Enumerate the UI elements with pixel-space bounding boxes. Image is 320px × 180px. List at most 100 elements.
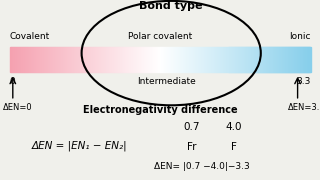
Bar xyxy=(100,47,101,72)
Bar xyxy=(55,47,56,72)
Bar xyxy=(209,47,211,72)
Bar xyxy=(87,47,88,72)
Bar xyxy=(187,47,188,72)
Bar xyxy=(109,47,110,72)
Bar xyxy=(264,47,266,72)
Bar xyxy=(108,47,109,72)
Bar xyxy=(92,47,93,72)
Bar xyxy=(225,47,227,72)
Bar xyxy=(91,47,92,72)
Bar xyxy=(137,47,138,72)
Bar xyxy=(280,47,282,72)
Bar xyxy=(46,47,47,72)
Bar xyxy=(29,47,30,72)
Bar xyxy=(285,47,287,72)
Bar xyxy=(56,47,57,72)
Bar xyxy=(138,47,139,72)
Text: 4.0: 4.0 xyxy=(225,122,242,132)
Bar xyxy=(272,47,274,72)
Bar xyxy=(110,47,111,72)
Bar xyxy=(281,47,283,72)
Bar xyxy=(199,47,200,72)
Bar xyxy=(155,47,156,72)
Bar xyxy=(181,47,182,72)
Bar xyxy=(82,47,83,72)
Bar xyxy=(291,47,293,72)
Bar xyxy=(127,47,128,72)
Bar xyxy=(153,47,154,72)
Bar xyxy=(42,47,43,72)
Bar xyxy=(84,47,85,72)
Bar xyxy=(159,47,160,72)
Bar xyxy=(308,47,309,72)
Bar xyxy=(20,47,22,72)
Bar xyxy=(34,47,35,72)
Bar xyxy=(167,47,168,72)
Bar xyxy=(232,47,234,72)
Bar xyxy=(278,47,280,72)
Bar xyxy=(241,47,243,72)
Bar xyxy=(214,47,215,72)
Bar xyxy=(263,47,265,72)
Bar xyxy=(133,47,134,72)
Bar xyxy=(72,47,73,72)
Bar xyxy=(255,47,257,72)
Bar xyxy=(24,47,25,72)
Bar xyxy=(147,47,148,72)
Bar xyxy=(73,47,74,72)
Bar xyxy=(184,47,185,72)
Bar xyxy=(113,47,114,72)
Bar xyxy=(248,47,250,72)
Bar xyxy=(252,47,253,72)
Text: 3.3: 3.3 xyxy=(296,77,310,86)
Bar xyxy=(134,47,135,72)
Bar xyxy=(128,47,129,72)
Bar xyxy=(188,47,189,72)
Bar xyxy=(176,47,177,72)
Bar xyxy=(185,47,186,72)
Bar xyxy=(306,47,308,72)
Text: ΔEN= |0.7 −4.0|−3.3: ΔEN= |0.7 −4.0|−3.3 xyxy=(154,162,249,171)
Bar xyxy=(101,47,102,72)
Bar xyxy=(265,47,267,72)
Bar xyxy=(286,47,288,72)
Bar xyxy=(308,47,310,72)
Bar xyxy=(246,47,248,72)
Bar xyxy=(26,47,27,72)
Bar xyxy=(297,47,299,72)
Bar xyxy=(66,47,67,72)
Bar xyxy=(131,47,132,72)
Bar xyxy=(304,47,306,72)
Bar xyxy=(58,47,59,72)
Bar xyxy=(95,47,96,72)
Bar xyxy=(298,47,300,72)
Bar xyxy=(245,47,246,72)
Bar xyxy=(287,47,289,72)
Bar xyxy=(39,47,40,72)
Bar xyxy=(44,47,45,72)
Bar xyxy=(129,47,130,72)
Bar xyxy=(202,47,204,72)
Bar xyxy=(145,47,146,72)
Bar xyxy=(151,47,152,72)
Bar xyxy=(77,47,78,72)
Bar xyxy=(256,47,258,72)
Bar xyxy=(221,47,222,72)
Bar xyxy=(27,47,28,72)
Text: ΔEN = |EN₁ − EN₂|: ΔEN = |EN₁ − EN₂| xyxy=(32,140,128,151)
Bar xyxy=(233,47,235,72)
Bar xyxy=(126,47,127,72)
Bar xyxy=(235,47,236,72)
Bar xyxy=(231,47,233,72)
Bar xyxy=(71,47,72,72)
Bar xyxy=(239,47,241,72)
Bar xyxy=(18,47,19,72)
Bar xyxy=(177,47,178,72)
Bar xyxy=(266,47,268,72)
Bar xyxy=(64,47,65,72)
Bar xyxy=(222,47,223,72)
Bar xyxy=(74,47,75,72)
Bar xyxy=(15,47,16,72)
Bar xyxy=(236,47,237,72)
Bar xyxy=(174,47,175,72)
